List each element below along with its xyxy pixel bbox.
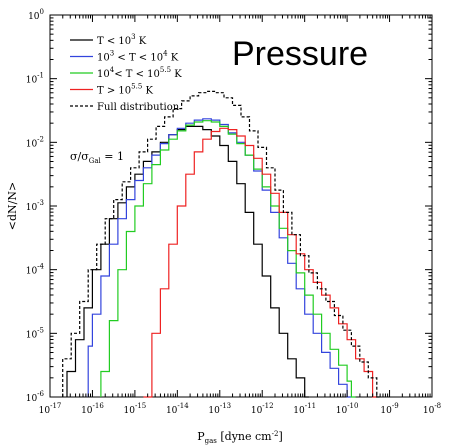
series-4-line (143, 127, 377, 398)
legend-label-3: 104< T < 105.5 K (97, 66, 182, 80)
x-tick-label: 10-14 (166, 402, 189, 416)
y-tick-label: 10-1 (26, 72, 44, 86)
x-tick-label: 10-11 (293, 402, 316, 416)
legend-label-4: T > 105.5 K (97, 83, 153, 97)
x-axis-label-unit: [dyne cm (217, 430, 272, 443)
x-tick-label: 10-13 (208, 402, 231, 416)
series-5-line (62, 90, 382, 398)
annotation-symbol: σ/σ (70, 150, 89, 163)
x-axis-label-sup: -2 (272, 430, 279, 438)
y-tick-label: 10-6 (26, 390, 45, 404)
x-axis-label-sub: gas (205, 437, 218, 445)
x-tick-label: 10-15 (124, 402, 147, 416)
x-tick-label: 10-16 (81, 402, 104, 416)
x-tick-label: 10-12 (251, 402, 274, 416)
x-axis-label-close: ] (278, 430, 282, 443)
legend: T < 103 K 103 < T < 104 K 104< T < 105.5 K… (70, 33, 182, 113)
y-tick-labels: 100 10-1 10-2 10-3 10-4 10-5 10-6 (26, 8, 45, 404)
chart-title: Pressure (232, 35, 368, 73)
legend-label-2: 103 < T < 104 K (97, 50, 179, 64)
annotation: σ/σGal = 1 (70, 150, 124, 165)
x-tick-label: 10-9 (380, 402, 398, 416)
y-tick-label: 10-3 (26, 199, 44, 213)
y-tick-label: 10-2 (26, 135, 44, 149)
series-layer (62, 90, 382, 398)
y-axis-label: <dN/N> (6, 182, 19, 230)
y-tick-label: 10-5 (26, 326, 44, 340)
y-tick-label: 100 (28, 8, 44, 22)
x-tick-label: 10-8 (423, 402, 441, 416)
series-2-line (87, 118, 352, 398)
series-3-line (100, 120, 356, 398)
x-tick-labels: 10-17 10-16 10-15 10-14 10-13 10-12 10-11 10-10… (39, 402, 442, 416)
y-tick-label: 10-4 (26, 263, 45, 277)
legend-label-5: Full distribution (97, 102, 180, 113)
legend-label-1: T < 103 K (97, 33, 147, 47)
annotation-subscript: Gal (89, 157, 102, 165)
annotation-value: = 1 (101, 150, 124, 163)
x-tick-label: 10-10 (336, 402, 359, 416)
ticks-layer (49, 14, 433, 398)
x-tick-label: 10-17 (39, 402, 62, 416)
x-axis-label: Pgas [dyne cm-2] (197, 430, 283, 445)
x-axis-label-base: P (197, 430, 205, 443)
